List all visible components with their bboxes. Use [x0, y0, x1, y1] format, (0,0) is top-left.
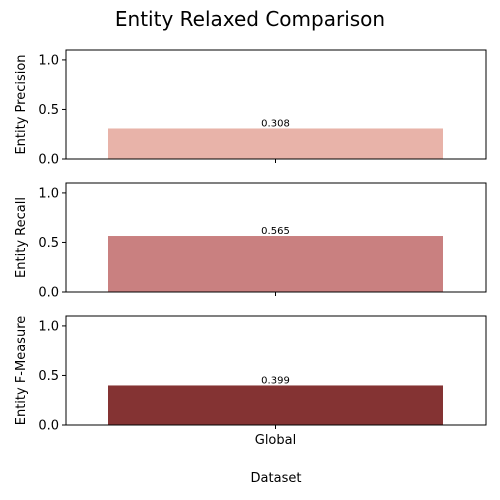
x-axis-label: Dataset	[251, 471, 302, 486]
data-label: 0.308	[261, 118, 290, 129]
bar	[108, 236, 443, 292]
y-axis-label: Entity Precision	[14, 54, 29, 154]
y-tick-label: 0.5	[38, 236, 59, 251]
y-axis-label: Entity Recall	[14, 197, 29, 278]
y-axis-label: Entity F-Measure	[14, 316, 29, 426]
y-tick-label: 0.0	[38, 153, 59, 168]
subplot-2: 0.565 0.0 0.5 1.0 Entity Recall	[14, 182, 487, 301]
subplot-1: 0.308 0.0 0.5 1.0 Entity Precision	[14, 49, 487, 168]
subplot-3: 0.399 0.0 0.5 1.0 Global Entity F-Measure Data…	[14, 315, 487, 486]
bar	[108, 128, 443, 159]
y-tick-label: 0.5	[38, 369, 59, 384]
data-label: 0.565	[261, 226, 290, 237]
x-tick-label: Global	[255, 433, 296, 448]
y-tick-label: 0.0	[38, 286, 59, 301]
data-label: 0.399	[261, 375, 290, 386]
y-tick-label: 0.5	[38, 103, 59, 118]
bar	[108, 385, 443, 425]
figure-title: Entity Relaxed Comparison	[115, 7, 385, 31]
y-tick-label: 1.0	[38, 186, 59, 201]
y-tick-label: 1.0	[38, 319, 59, 334]
y-tick-label: 0.0	[38, 419, 59, 434]
y-tick-label: 1.0	[38, 53, 59, 68]
